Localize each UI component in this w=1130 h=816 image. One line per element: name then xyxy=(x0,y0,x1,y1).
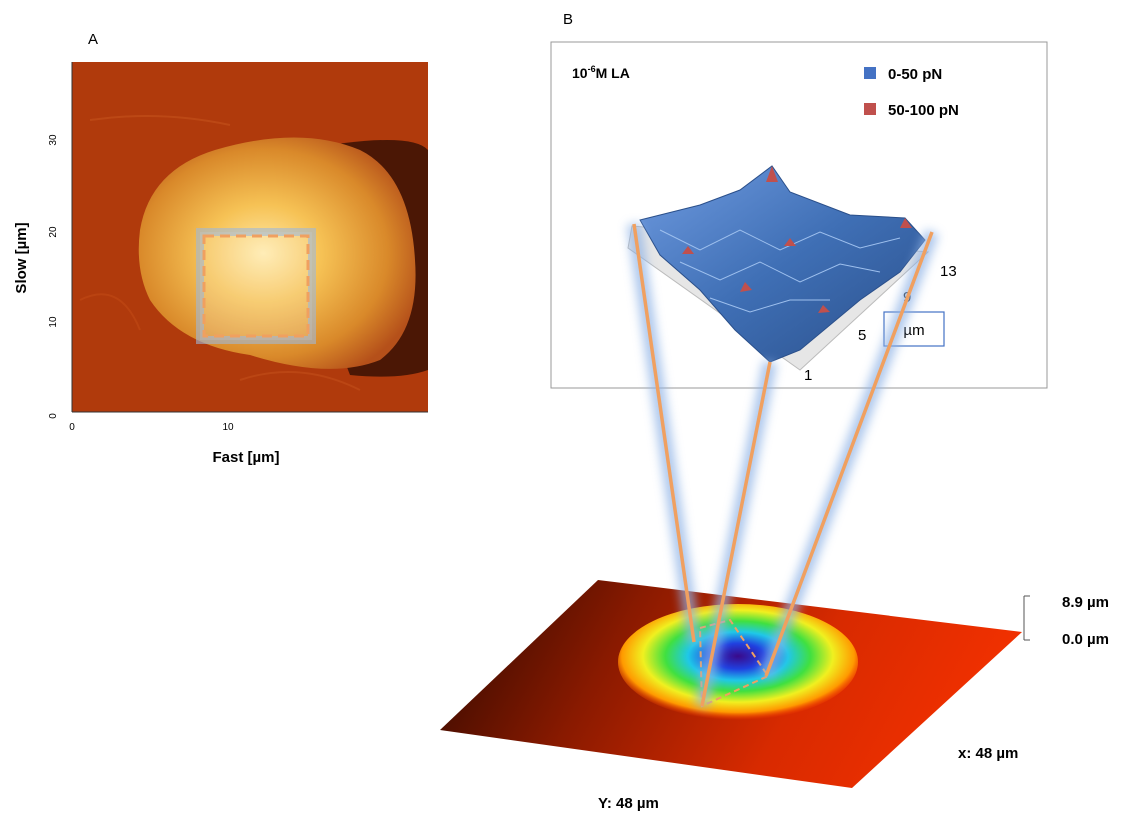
y-extent-label: Y: 48 µm xyxy=(598,795,659,812)
x-tick-0: 0 xyxy=(69,422,75,433)
legend: 0-50 pN 50-100 pN xyxy=(864,66,959,119)
panel-a: A 0 10 20 30 0 1 xyxy=(13,31,430,466)
cell-body xyxy=(138,137,416,369)
cell-height-surface xyxy=(440,580,1022,788)
beam-center xyxy=(700,361,772,707)
height-min-label: 0.0 µm xyxy=(1062,631,1109,648)
force-surface xyxy=(639,165,926,363)
legend-label-high: 50-100 pN xyxy=(888,102,959,119)
depth-tick-1: 1 xyxy=(804,367,812,384)
height-max-label: 8.9 µm xyxy=(1062,594,1109,611)
svg-text:10-6M LA: 10-6M LA xyxy=(572,64,630,81)
y-tick-0: 0 xyxy=(48,413,59,419)
connector-beams xyxy=(627,223,939,708)
x-tick-labels: 0 10 xyxy=(69,422,234,433)
beam-right xyxy=(764,231,934,677)
unit-label: µm xyxy=(903,322,924,339)
y-axis-title: Slow [µm] xyxy=(13,222,30,293)
panel-b-letter: B xyxy=(563,11,573,28)
scan-region-box xyxy=(202,234,310,338)
inset-title-exponent: -6 xyxy=(588,64,596,74)
y-tick-10: 10 xyxy=(48,316,59,328)
beam-left xyxy=(632,223,696,643)
y-tick-labels: 0 10 20 30 xyxy=(48,134,59,419)
legend-label-low: 0-50 pN xyxy=(888,66,942,83)
inset-title-base: 10 xyxy=(572,65,588,81)
depth-tick-13: 13 xyxy=(940,263,957,280)
x-tick-10: 10 xyxy=(222,422,234,433)
legend-swatch-low xyxy=(864,67,876,79)
x-axis-title: Fast [µm] xyxy=(213,449,280,466)
cell-mound xyxy=(618,604,858,720)
panel-a-letter: A xyxy=(88,31,98,48)
force-surface-3d xyxy=(627,165,930,371)
x-extent-label: x: 48 µm xyxy=(958,745,1018,762)
inset-title: 10-6M LA xyxy=(572,64,630,81)
inset-title-rest: M LA xyxy=(596,65,630,81)
y-tick-20: 20 xyxy=(48,226,59,238)
panel-b: B 8.9 µm 0.0 µm x: 48 µm Y: 48 µm 10-6M … xyxy=(440,11,1109,812)
depth-tick-5: 5 xyxy=(858,327,866,344)
height-scale: 8.9 µm 0.0 µm xyxy=(1023,594,1109,648)
afm-height-image xyxy=(72,62,430,418)
legend-swatch-high xyxy=(864,103,876,115)
y-tick-30: 30 xyxy=(48,134,59,146)
